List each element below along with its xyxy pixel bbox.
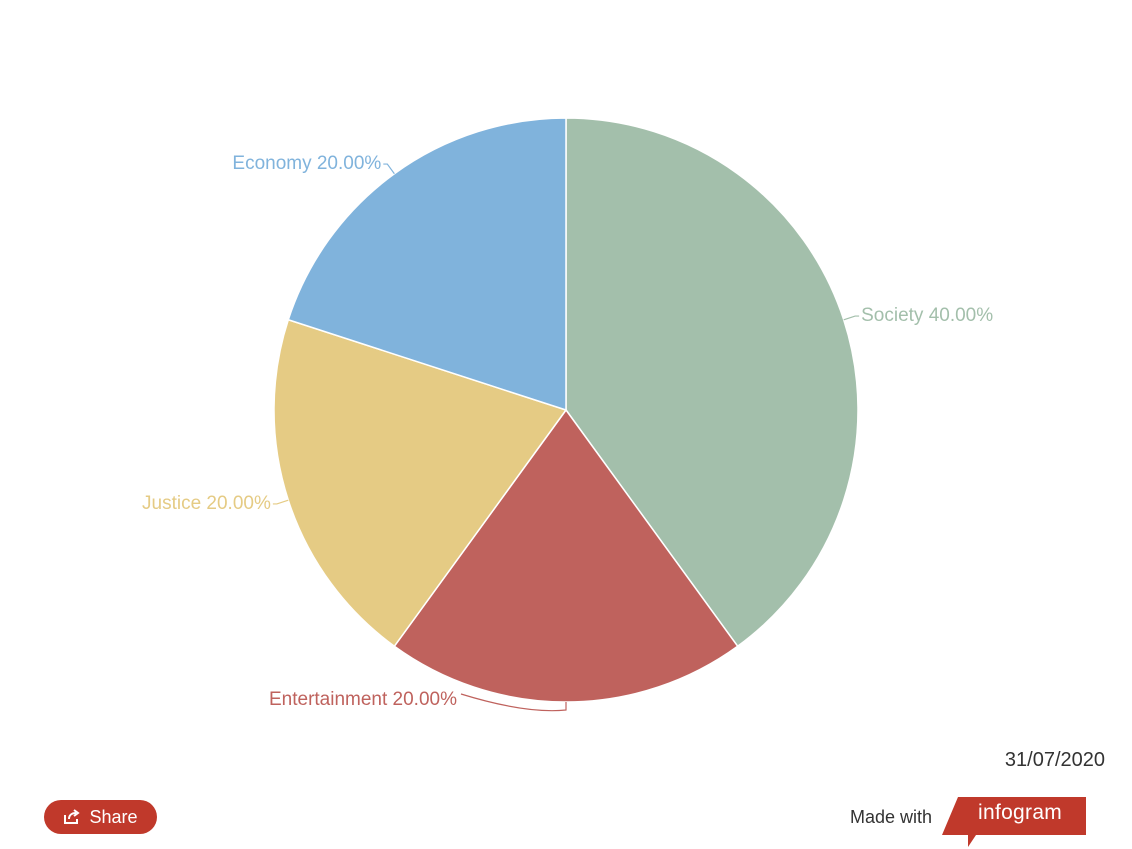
made-with-badge[interactable]: Made with infogram: [850, 795, 1086, 847]
share-button[interactable]: Share: [44, 800, 157, 834]
date-label: 31/07/2020: [1004, 749, 1105, 771]
infogram-logo[interactable]: infogram: [942, 795, 1086, 847]
share-button-label: Share: [89, 806, 138, 827]
pie-slice-justice[interactable]: [273, 318, 568, 648]
made-with-label: Made with: [849, 807, 932, 827]
pie-slice-entertainment[interactable]: [393, 408, 739, 703]
pie-chart: Society 40.00% Entertainment 20.00% Justic…: [142, 117, 993, 712]
slice-label-entertainment: Entertainment 20.00%: [269, 689, 457, 710]
infogram-logo-text: infogram: [978, 801, 1063, 824]
leader-line-justice: [272, 499, 289, 505]
leader-line-economy: [383, 163, 395, 175]
leader-line-entertainment: [460, 693, 567, 712]
slice-label-society: Society 40.00%: [861, 305, 993, 326]
pie-slice-society[interactable]: [565, 117, 859, 648]
pie-slice-economy[interactable]: [287, 117, 567, 412]
share-icon: [63, 809, 81, 825]
slice-label-economy: Economy 20.00%: [232, 153, 381, 174]
leader-line-society: [843, 315, 860, 321]
slice-label-justice: Justice 20.00%: [142, 493, 271, 514]
